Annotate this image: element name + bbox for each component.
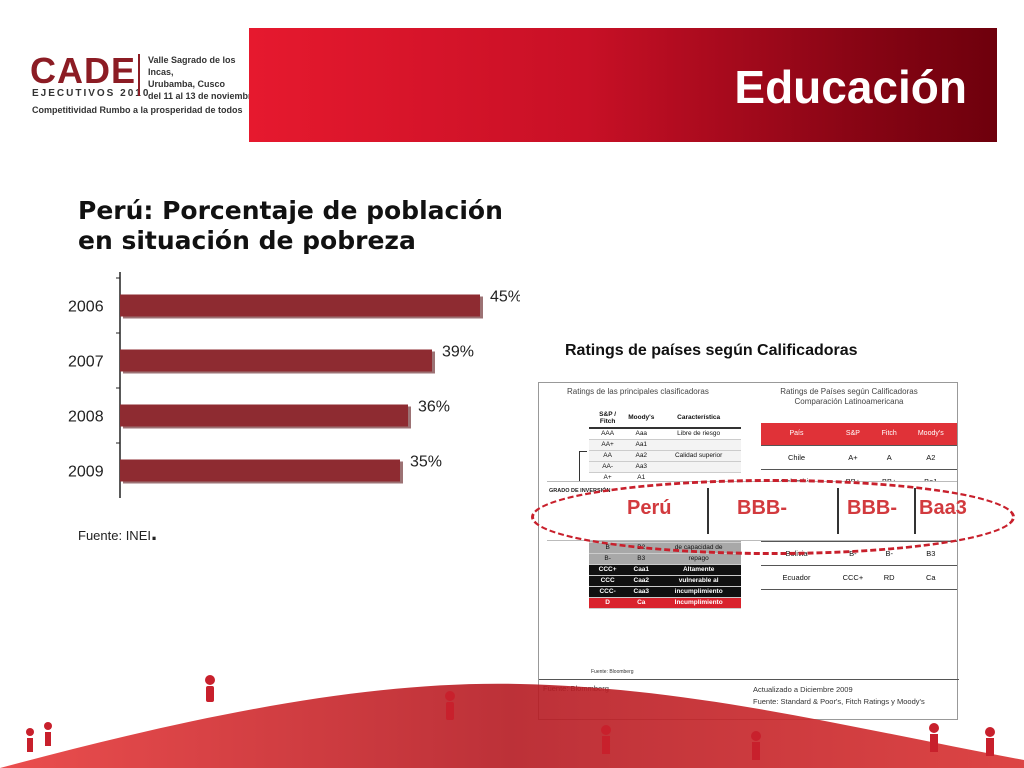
chart-source-text: Fuente: INEI — [78, 528, 151, 543]
header-cell: Fitch — [873, 423, 905, 446]
table-row: CCC- Caa3 incumplimiento — [589, 586, 741, 598]
sp-fitch-cell: CCC- — [589, 586, 627, 598]
left-table-heading: Ratings de las principales clasificadora… — [567, 387, 709, 396]
logo-place-line: del 11 al 13 de noviembre — [148, 91, 257, 101]
poverty-bar-chart: 2006 45% 2007 39% 2008 36% 2009 35% — [68, 272, 520, 498]
category-label: 2006 — [68, 299, 104, 316]
moodys-cell: Aa2 — [626, 450, 657, 462]
bar — [120, 294, 480, 317]
bar — [120, 459, 400, 482]
rating-cell: A+ — [832, 445, 874, 470]
sp-fitch-cell: AA- — [589, 461, 627, 473]
logo-place: Valle Sagrado de los Incas, Urubamba, Cu… — [148, 54, 258, 102]
ratings-title: Ratings de países según Calificadoras — [565, 342, 858, 359]
rating-cell: Ca — [904, 565, 957, 590]
characteristic-cell: vulnerable al — [656, 575, 741, 587]
right-heading-line: Ratings de Países según Calificadoras — [780, 387, 918, 396]
table-row: AAA Aaa Libre de riesgo — [589, 428, 741, 440]
sp-fitch-cell: AA+ — [589, 439, 627, 451]
category-label: 2009 — [68, 464, 104, 481]
slide-title: Educación — [734, 61, 967, 113]
bar — [120, 404, 408, 427]
value-label: 45% — [490, 289, 520, 306]
sp-fitch-cell: AA — [589, 450, 627, 462]
logo-place-line: Urubamba, Cusco — [148, 79, 226, 89]
sp-fitch-cell: B- — [589, 553, 627, 565]
right-heading-line: Comparación Latinoamericana — [794, 397, 904, 406]
rating-cell: Chile — [761, 445, 833, 470]
table-header-row: País S&P Fitch Moody's — [761, 423, 957, 446]
logo-divider — [138, 54, 140, 96]
chart-source: Fuente: INEI. — [78, 520, 158, 545]
characteristic-cell: repago — [656, 553, 741, 565]
characteristic-cell: incumplimiento — [656, 586, 741, 598]
table-row: AA Aa2 Calidad superior — [589, 450, 741, 462]
table-row: CCC+ Caa1 Altamente — [589, 564, 741, 576]
rating-cell: A — [873, 445, 905, 470]
category-label: 2007 — [68, 354, 104, 371]
table-row: D Ca Incumplimiento — [589, 597, 741, 609]
logo-tagline: Competitividad Rumbo a la prosperidad de… — [32, 105, 243, 115]
moodys-cell: Caa2 — [626, 575, 657, 587]
table-row: CCC Caa2 vulnerable al — [589, 575, 741, 587]
category-label: 2008 — [68, 409, 104, 426]
sp-fitch-cell: AAA — [589, 428, 627, 440]
header-cell: Moody's — [904, 423, 957, 446]
header-cell: Característica — [656, 408, 741, 429]
header-cell: S&P / Fitch — [589, 408, 627, 429]
header-cell: Moody's — [626, 408, 657, 429]
logo-place-line: Valle Sagrado de los Incas, — [148, 55, 236, 77]
highlight-ellipse — [531, 479, 1015, 555]
characteristic-cell — [656, 461, 741, 473]
chart-title: Perú: Porcentaje de población en situaci… — [78, 196, 503, 255]
moodys-cell: Caa3 — [626, 586, 657, 598]
footer-runners-decoration — [0, 675, 1024, 768]
logo-brand: CADE — [30, 50, 137, 91]
moodys-cell: Ca — [626, 597, 657, 609]
rating-cell: RD — [873, 565, 905, 590]
characteristic-cell: Libre de riesgo — [656, 428, 741, 440]
moodys-cell: Aa1 — [626, 439, 657, 451]
bar — [120, 349, 432, 372]
table-row: B- B3 repago — [589, 553, 741, 565]
table-footer-line: Fuente: Standard & Poor's, Fitch Ratings… — [753, 697, 925, 706]
table-row: Ecuador CCC+ RD Ca — [761, 565, 957, 590]
sp-fitch-cell: D — [589, 597, 627, 609]
investment-grade-label: GRADO DE INVERSIÓN — [549, 488, 611, 494]
moodys-cell: B3 — [626, 553, 657, 565]
characteristic-cell: Altamente — [656, 564, 741, 576]
rating-cell: Ecuador — [761, 565, 833, 590]
characteristic-cell: Calidad superior — [656, 450, 741, 462]
rating-cell: CCC+ — [832, 565, 874, 590]
rating-cell: A2 — [904, 445, 957, 470]
table-row: Chile A+ A A2 — [761, 445, 957, 470]
cade-logo: CADE EJECUTIVOS 2010 Valle Sagrado de lo… — [30, 50, 257, 120]
sp-fitch-cell: CCC — [589, 575, 627, 587]
logo-subtitle: EJECUTIVOS 2010 — [32, 88, 151, 99]
moodys-cell: Aaa — [626, 428, 657, 440]
header-cell: S&P — [832, 423, 874, 446]
table-row: AA- Aa3 — [589, 461, 741, 473]
value-label: 35% — [410, 454, 442, 471]
header-cell: País — [761, 423, 833, 446]
value-label: 39% — [442, 344, 474, 361]
characteristic-cell — [656, 439, 741, 451]
sp-fitch-cell: CCC+ — [589, 564, 627, 576]
table-small-source: Fuente: Bloomberg — [591, 669, 634, 675]
moodys-cell: Aa3 — [626, 461, 657, 473]
table-footer-notes: Actualizado a Diciembre 2009 Fuente: Sta… — [753, 684, 925, 708]
title-banner: Educación — [249, 28, 997, 142]
right-table-heading: Ratings de Países según Calificadoras Co… — [779, 387, 919, 407]
value-label: 36% — [418, 399, 450, 416]
sp-fitch-cell: B — [589, 542, 627, 554]
table-header-row: S&P / Fitch Moody's Característica — [589, 408, 741, 429]
ratings-table-image: Ratings de las principales clasificadora… — [531, 382, 1015, 720]
table-footer-line: Actualizado a Diciembre 2009 — [753, 685, 853, 694]
moodys-cell: Caa1 — [626, 564, 657, 576]
table-row: AA+ Aa1 — [589, 439, 741, 451]
characteristic-cell: Incumplimiento — [656, 597, 741, 609]
